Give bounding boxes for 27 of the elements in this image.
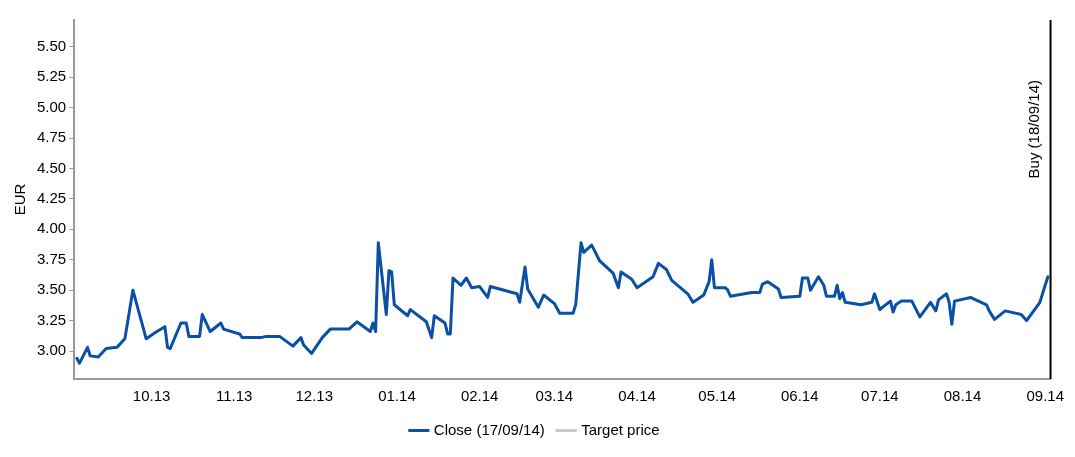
- y-tick-label: 5.00: [36, 97, 67, 115]
- y-tick-label: 5.50: [36, 36, 67, 54]
- legend-label: Close (17/09/14): [433, 420, 545, 438]
- x-tick-label: 09.14: [1026, 387, 1064, 405]
- x-tick-label: 10.13: [132, 387, 171, 405]
- y-tick-label: 3.75: [36, 249, 67, 267]
- y-tick-label: 4.00: [36, 219, 67, 237]
- y-tick-label: 3.25: [36, 310, 67, 328]
- x-tick-label: 02.14: [460, 387, 499, 405]
- x-tick-label: 04.14: [618, 387, 656, 405]
- x-tick-label: 12.13: [295, 387, 334, 405]
- y-tick-label: 3.50: [36, 280, 67, 298]
- x-tick-label: 05.14: [698, 387, 736, 405]
- y-tick-label: 4.50: [36, 158, 67, 176]
- y-tick-label: 5.25: [36, 67, 67, 85]
- x-tick-label: 07.14: [861, 387, 899, 405]
- x-tick-label: 08.14: [943, 387, 982, 405]
- y-tick-label: 3.00: [36, 341, 67, 359]
- legend-label: Target price: [581, 420, 660, 438]
- y-tick-label: 4.25: [36, 189, 67, 207]
- x-tick-label: 11.13: [216, 387, 253, 405]
- x-tick-label: 01.14: [378, 387, 416, 405]
- x-tick-label: 03.14: [535, 387, 574, 405]
- y-axis-title: EUR: [11, 183, 29, 216]
- y-tick-label: 4.75: [36, 128, 67, 146]
- ref-line-label: Buy (18/09/14): [1025, 80, 1043, 179]
- x-tick-label: 06.14: [781, 387, 819, 405]
